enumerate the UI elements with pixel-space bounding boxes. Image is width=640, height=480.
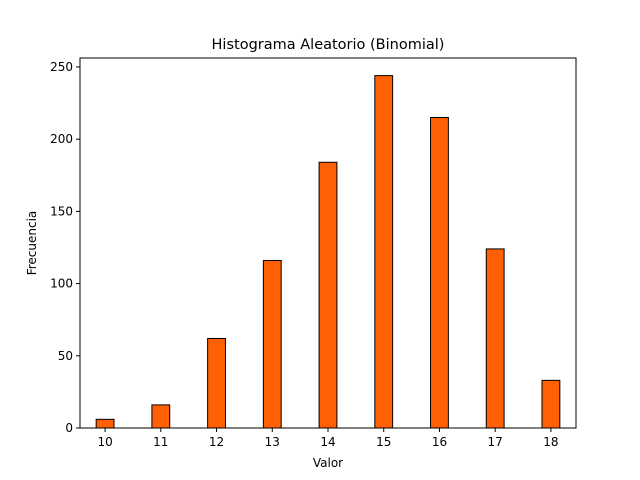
x-tick-label: 16	[432, 435, 447, 449]
chart-title: Histograma Aleatorio (Binomial)	[212, 37, 445, 53]
x-tick-label: 18	[543, 435, 558, 449]
y-axis-ticks: 0 50 100 150 200 250	[50, 60, 80, 435]
y-axis-label: Frecuencia	[25, 211, 39, 276]
y-tick-label: 150	[50, 204, 73, 218]
y-tick-label: 100	[50, 277, 73, 291]
bar-17	[485, 248, 505, 429]
y-tick-label: 0	[65, 421, 73, 435]
bar-16	[430, 117, 449, 429]
x-tick-label: 17	[488, 435, 503, 449]
bar-14	[318, 161, 338, 429]
bar-15	[374, 75, 394, 429]
y-tick-label: 250	[50, 60, 73, 74]
x-axis-label: Valor	[313, 456, 343, 470]
x-tick-label: 11	[153, 435, 168, 449]
bar-11	[151, 404, 171, 429]
y-tick-label: 200	[50, 132, 73, 146]
plot-frame	[79, 57, 577, 429]
bar-10	[95, 418, 115, 429]
x-axis-ticks: 10 11 12 13 14 15 16 17 18	[97, 428, 559, 449]
bar-13	[262, 259, 282, 429]
x-tick-label: 12	[209, 435, 224, 449]
y-tick-label: 50	[58, 349, 73, 363]
bar-12	[207, 337, 226, 429]
x-tick-label: 10	[97, 435, 112, 449]
x-tick-label: 14	[320, 435, 335, 449]
x-tick-label: 15	[376, 435, 391, 449]
bar-18	[541, 379, 561, 429]
bars-group	[95, 75, 561, 429]
x-tick-label: 13	[265, 435, 280, 449]
